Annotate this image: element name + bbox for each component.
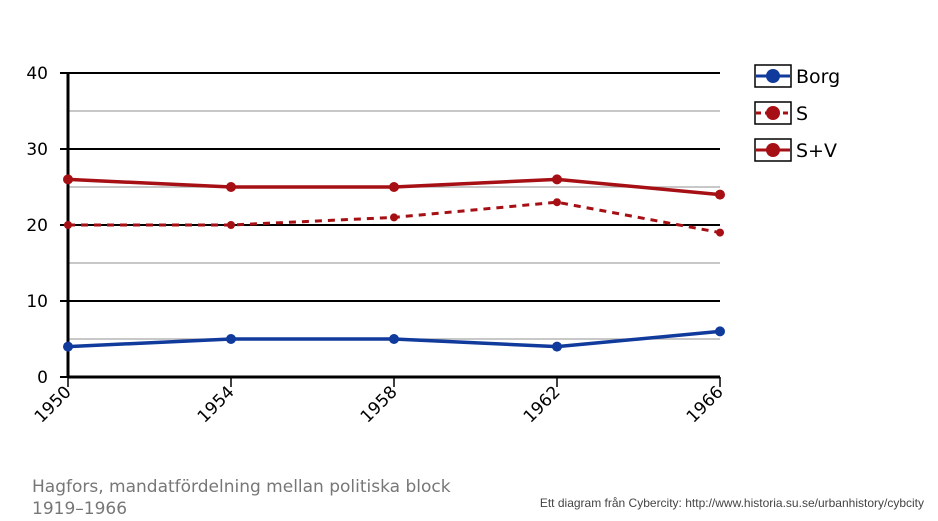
- legend-label: Borg: [796, 66, 840, 88]
- y-tick-label: 20: [26, 216, 48, 236]
- series: [63, 174, 725, 352]
- data-point-s-v: [226, 182, 236, 192]
- data-point-s-v: [552, 174, 562, 185]
- data-point-borg: [63, 341, 73, 352]
- legend-marker: [766, 143, 780, 157]
- data-point-s: [227, 221, 235, 229]
- line-chart: 0 10 20 30 40 1950 1954 1958 1962 1966 Borg S S+V: [26, 64, 840, 427]
- legend-marker: [766, 69, 780, 83]
- x-tick-label: 1966: [683, 382, 728, 427]
- credit-text: Ett diagram från Cybercity: http://www.h…: [539, 496, 924, 510]
- y-tick-label: 10: [26, 292, 48, 312]
- data-point-s-v: [715, 189, 725, 200]
- y-tick-label: 40: [26, 64, 48, 84]
- legend: Borg S S+V: [754, 64, 840, 162]
- data-point-s: [64, 221, 72, 229]
- y-tick-label: 0: [37, 368, 48, 388]
- x-tick-label: 1958: [357, 382, 402, 427]
- axes: 0 10 20 30 40 1950 1954 1958 1962 1966: [26, 64, 727, 427]
- y-tick-label: 30: [26, 140, 48, 160]
- chart-caption: Hagfors, mandatfördelning mellan politis…: [32, 477, 451, 519]
- x-tick-label: 1950: [31, 382, 76, 427]
- data-point-borg: [715, 326, 725, 337]
- data-point-s: [553, 198, 561, 207]
- data-point-s-v: [389, 182, 399, 192]
- data-point-borg: [226, 334, 236, 344]
- legend-label: S+V: [796, 140, 837, 162]
- x-tick-label: 1962: [520, 382, 565, 427]
- data-point-s: [716, 228, 724, 237]
- data-point-s: [390, 213, 398, 222]
- data-point-s-v: [63, 174, 73, 185]
- data-point-borg: [389, 334, 399, 344]
- legend-label: S: [796, 103, 808, 125]
- legend-marker: [766, 106, 780, 120]
- data-point-borg: [552, 341, 562, 352]
- x-tick-label: 1954: [194, 382, 239, 427]
